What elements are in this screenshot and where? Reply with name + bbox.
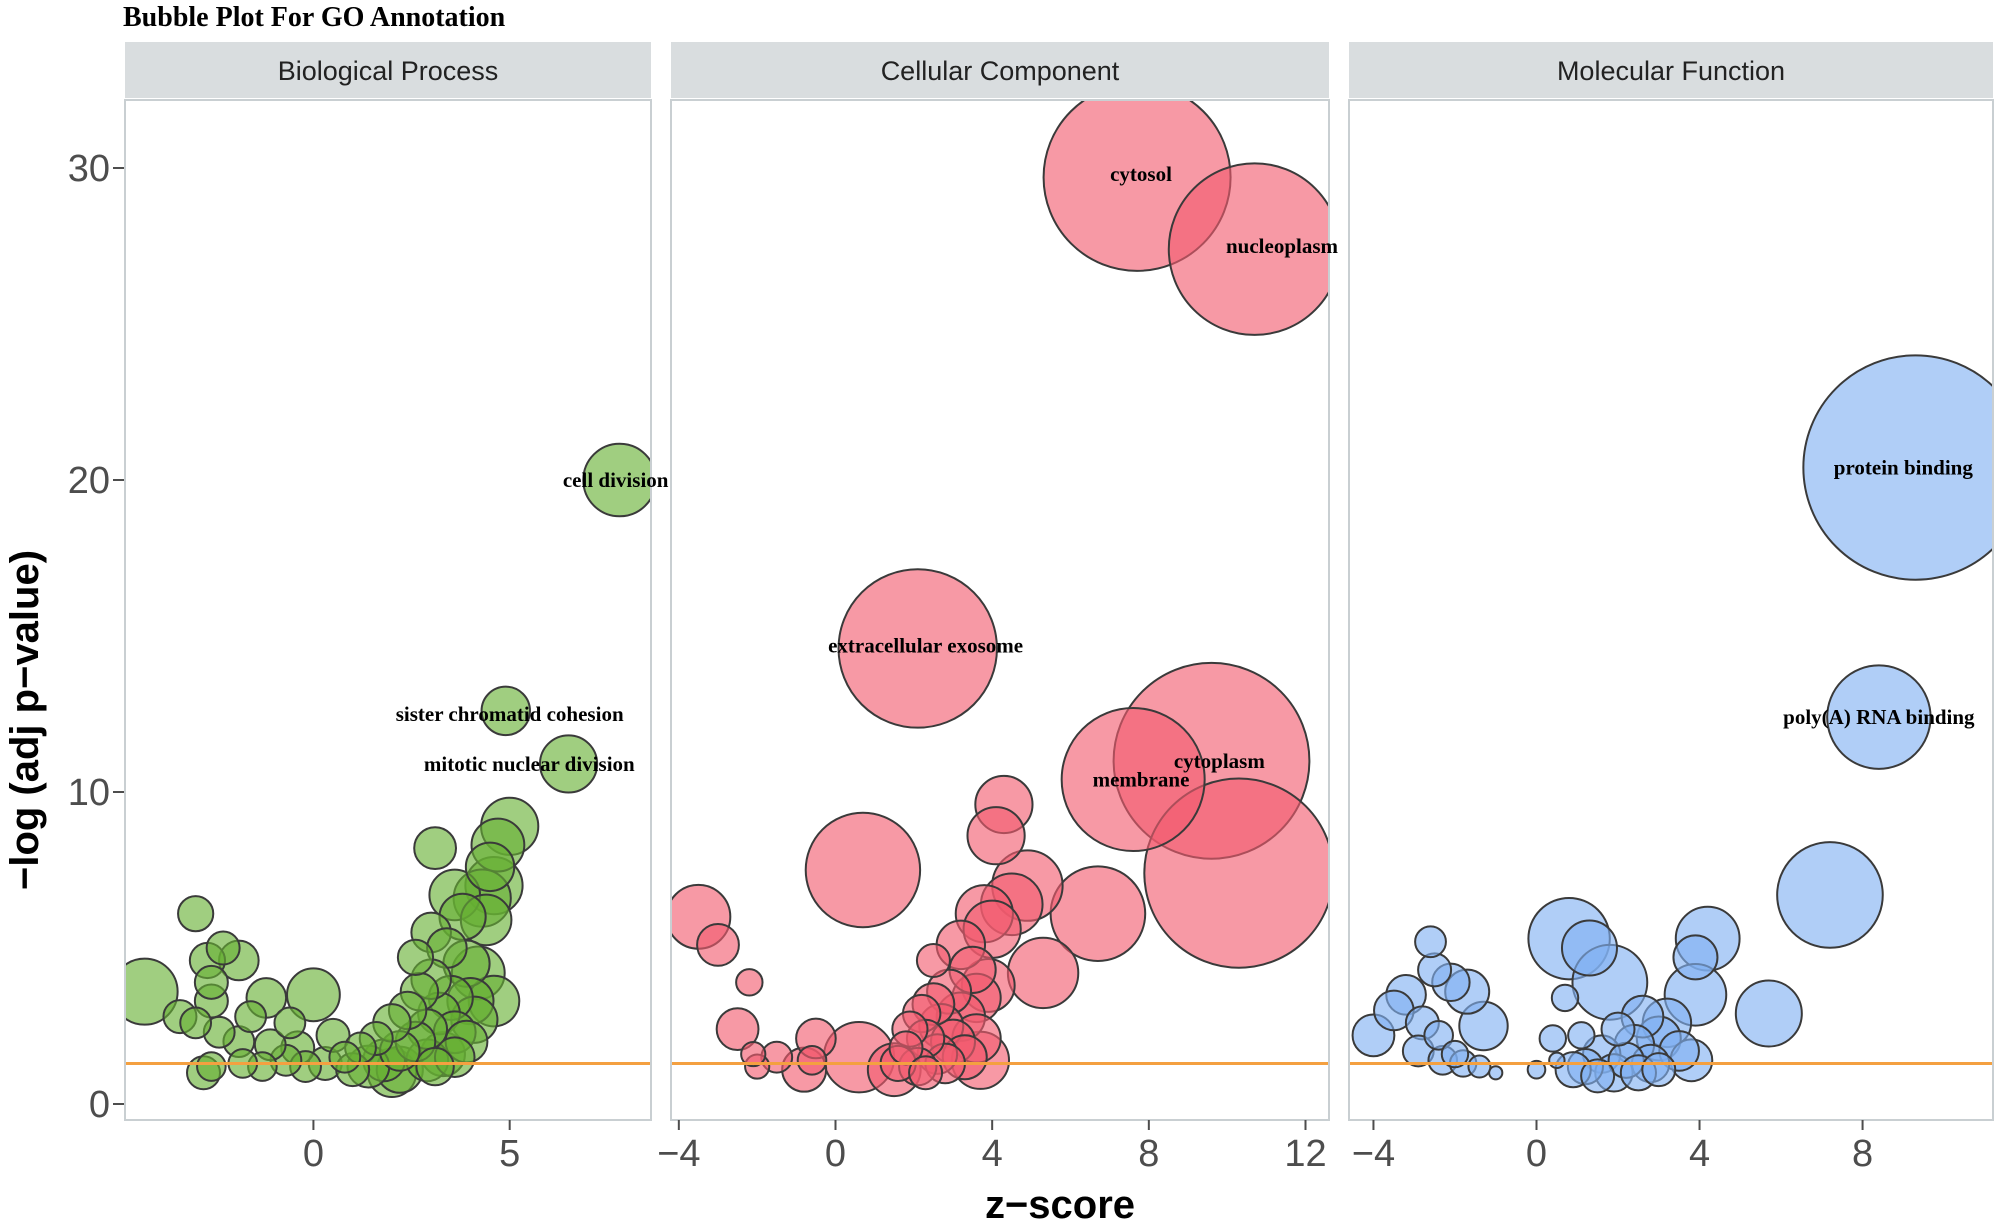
facet-bubbles [1351, 354, 1992, 1094]
data-point [908, 1055, 944, 1091]
data-point [1826, 664, 1932, 770]
data-point [696, 922, 740, 967]
data-point [480, 685, 531, 737]
facet-molecular-function: Molecular Function protein binding poly(A)… [1348, 42, 1994, 1175]
data-point [1467, 1054, 1492, 1079]
data-point [1049, 865, 1147, 962]
data-point [273, 1006, 307, 1040]
x-tick-label: 8 [1138, 1133, 1159, 1175]
data-point [1488, 1065, 1504, 1081]
data-point [1560, 919, 1618, 977]
y-tick-label: 20 [68, 460, 110, 502]
facet-strip-label: Biological Process [278, 56, 499, 86]
data-point [328, 1040, 362, 1074]
facet-strip-label: Molecular Function [1557, 56, 1785, 86]
facet-cellular-component: Cellular Component cytosol nucleoplasm extr… [657, 42, 1339, 1175]
y-tick-label: 10 [68, 772, 110, 814]
x-tick-label: 0 [303, 1133, 324, 1175]
data-point [1600, 1011, 1636, 1047]
data-point [1060, 707, 1206, 853]
data-point [735, 968, 764, 997]
bubble-label: extracellular exosome [828, 633, 1023, 657]
data-point [1550, 983, 1580, 1013]
x-tick-label: −4 [657, 1133, 700, 1175]
facet-strip-label: Cellular Component [881, 56, 1120, 86]
bubble-label: nucleoplasm [1226, 234, 1339, 258]
facet-strip [1349, 42, 1993, 98]
data-point [234, 1000, 268, 1034]
facet-strip [671, 42, 1329, 98]
data-point [1776, 841, 1884, 949]
data-point [196, 1051, 227, 1082]
x-tick-label: 4 [1689, 1133, 1710, 1175]
data-point [464, 841, 516, 893]
data-point [413, 826, 458, 871]
data-point [1672, 934, 1719, 981]
bubble-label: protein binding [1834, 456, 1974, 480]
data-point [1548, 1051, 1566, 1070]
x-tick-label: −4 [1352, 1133, 1395, 1175]
data-point [1567, 1021, 1596, 1050]
facet-bubbles [126, 442, 650, 1099]
facet-biological-process: Biological Process cell division sister ch… [124, 42, 669, 1175]
x-tick-label: 8 [1852, 1133, 1873, 1175]
facet-panel-border [1348, 99, 1994, 1121]
data-point [1143, 777, 1328, 969]
data-point [1423, 1020, 1454, 1051]
data-point [1526, 1059, 1547, 1080]
bubble-label: membrane [1093, 768, 1190, 792]
facet-panels: 0 10 20 30 Biological Process cell division si… [68, 42, 1994, 1175]
data-point [582, 442, 650, 518]
x-tick-label: 4 [982, 1133, 1003, 1175]
data-point [837, 568, 998, 729]
data-point [1440, 1039, 1470, 1069]
data-point [915, 942, 951, 978]
data-point [804, 811, 922, 929]
x-tick-label: 0 [1526, 1133, 1547, 1175]
data-point [177, 895, 215, 933]
bubble-label: poly(A) RNA binding [1783, 705, 1975, 729]
data-point [286, 967, 341, 1023]
data-point [1417, 952, 1453, 988]
data-point [740, 1040, 767, 1068]
x-tick-label: 12 [1284, 1133, 1326, 1175]
chart-title: Bubble Plot For GO Annotation [123, 2, 506, 33]
data-point [179, 1006, 213, 1040]
x-axis-title: z−score [985, 1183, 1135, 1222]
data-point [538, 734, 599, 794]
data-point [415, 1046, 455, 1087]
data-point [1006, 936, 1080, 1010]
bubble-label: sister chromatid cohesion [396, 702, 624, 726]
bubble-label: cytoplasm [1174, 749, 1266, 773]
data-point [396, 938, 435, 976]
data-point [1414, 925, 1447, 959]
x-tick-label: 0 [825, 1133, 846, 1175]
data-point [1641, 1052, 1677, 1088]
x-tick-label: 5 [499, 1133, 520, 1175]
data-point [1167, 162, 1328, 336]
facet-strip [125, 42, 651, 98]
data-point [1538, 1024, 1567, 1053]
bubble-label: mitotic nuclear division [424, 752, 635, 776]
data-point [193, 964, 229, 1000]
data-point [715, 1007, 760, 1052]
data-point [796, 1045, 828, 1076]
y-tick-label: 0 [89, 1084, 110, 1126]
data-point [1580, 1058, 1616, 1094]
data-point [1802, 354, 1992, 581]
bubble-label: cell division [563, 468, 669, 492]
data-point [966, 806, 1026, 866]
facet-bubbles [672, 101, 1328, 1098]
y-tick-label: 30 [68, 148, 110, 190]
y-axis-title: −log (adj p−value) [3, 550, 47, 890]
data-point [1734, 979, 1803, 1048]
data-point [205, 930, 241, 966]
bubble-label: cytosol [1110, 162, 1172, 186]
